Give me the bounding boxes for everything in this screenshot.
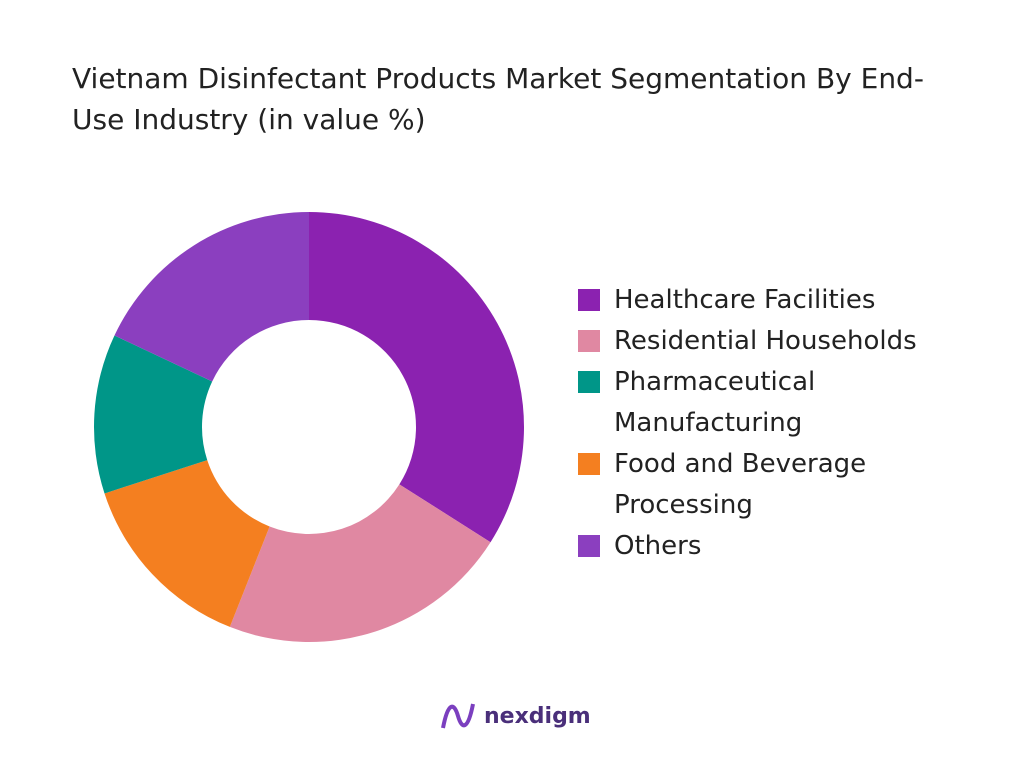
legend-item: Pharmaceutical Manufacturing (578, 362, 978, 444)
legend-swatch (578, 330, 600, 352)
legend-swatch (578, 371, 600, 393)
logo-icon (441, 703, 475, 729)
logo-text: nexdigm (484, 703, 591, 729)
donut-slice (229, 484, 491, 642)
donut-slice (309, 212, 524, 543)
legend-label: Residential Households (614, 326, 917, 356)
logo: nexdigm (440, 700, 591, 732)
legend-label: Others (614, 531, 702, 561)
donut-slice (94, 335, 213, 494)
chart-title: Vietnam Disinfectant Products Market Seg… (72, 62, 924, 136)
legend-item: Healthcare Facilities (578, 280, 978, 321)
legend: Healthcare Facilities Residential Househo… (578, 280, 978, 567)
legend-swatch (578, 453, 600, 475)
donut-slice (114, 212, 309, 382)
legend-label: Healthcare Facilities (614, 285, 876, 315)
legend-label: Pharmaceutical Manufacturing (614, 367, 816, 438)
legend-swatch (578, 535, 600, 557)
legend-item: Others (578, 526, 978, 567)
donut-slice (104, 460, 270, 627)
legend-item: Food and Beverage Processing (578, 444, 978, 526)
legend-item: Residential Households (578, 321, 978, 362)
legend-label: Food and Beverage Processing (614, 449, 867, 520)
legend-swatch (578, 289, 600, 311)
